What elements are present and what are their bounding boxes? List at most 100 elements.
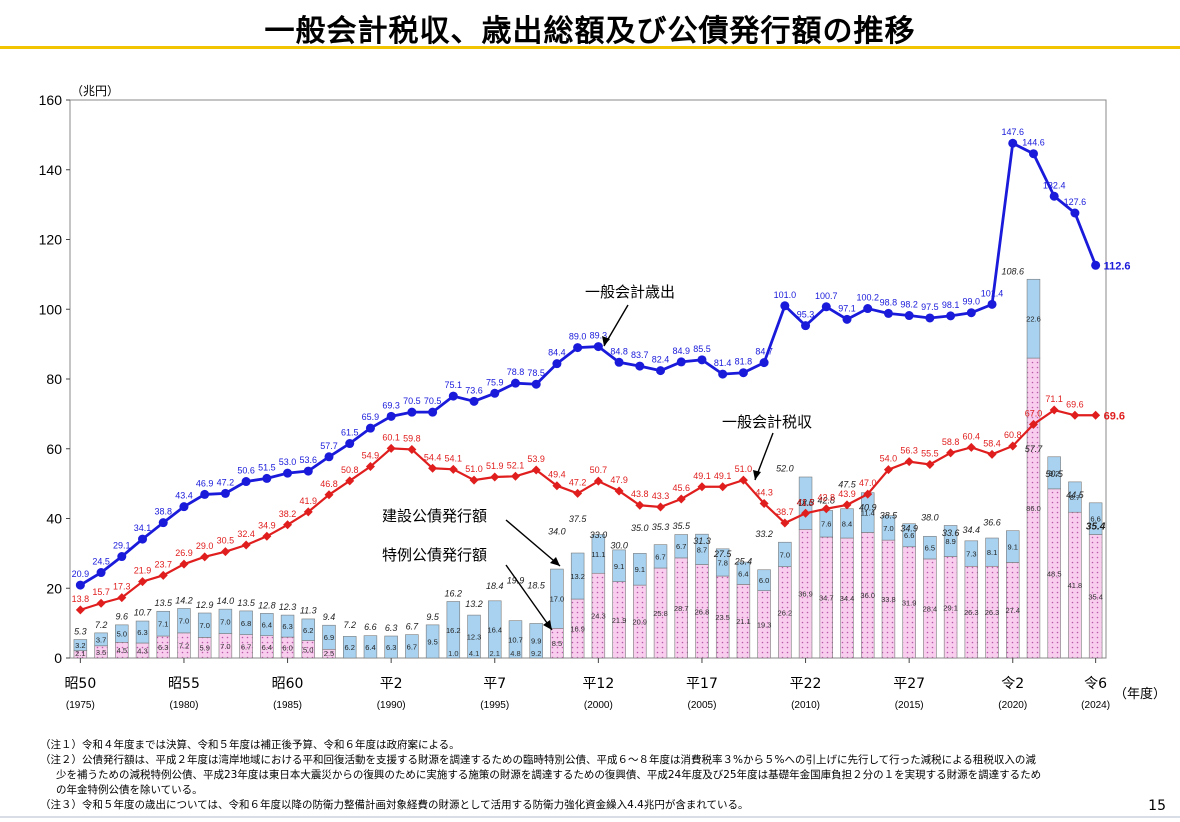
line-expenditure: [79, 141, 1097, 587]
x-tick-label: 昭50: [64, 676, 96, 692]
bar-tokurei-label: 5.9: [199, 644, 209, 653]
point-tax-revenue: [407, 444, 417, 454]
bar-total-label: 33.6: [942, 528, 960, 538]
bar-kensetsu-label: 6.2: [303, 626, 313, 635]
tax-revenue-label: 15.7: [92, 587, 110, 597]
annotation-arrow-special: [505, 564, 553, 631]
bar-kensetsu-label: 7.3: [966, 550, 976, 559]
tax-revenue-label: 51.0: [735, 464, 753, 474]
bar-tokurei-label: 48.5: [1047, 569, 1062, 578]
bar-kensetsu-label: 3.2: [75, 641, 85, 650]
bar-kensetsu: [736, 561, 751, 585]
x-tick-label: 平7: [483, 676, 506, 692]
expenditure-label: 84.4: [548, 348, 566, 358]
point-tax-revenue: [345, 476, 355, 486]
bar-total-label: 12.9: [196, 600, 214, 610]
expenditure-label: 84.8: [610, 346, 628, 356]
bar-tokurei-label: 34.7: [819, 593, 834, 602]
note-2-cont: 少を補うための減税特例公債、平成23年度は東日本大震災からの復興のために実施する…: [56, 769, 1042, 781]
point-tax-revenue: [179, 559, 189, 569]
bar-total-label: 52.0: [776, 464, 794, 474]
bar-kensetsu: [653, 544, 668, 569]
bar-kensetsu: [467, 614, 481, 659]
expenditure-label: 99.0: [963, 297, 981, 307]
tax-revenue-label: 54.9: [362, 451, 380, 461]
x-tick-sublabel: (1990): [377, 700, 406, 711]
y-tick-label: 40: [46, 511, 62, 527]
point-expenditure: [490, 388, 500, 398]
point-tax-revenue: [241, 540, 251, 550]
bar-total-label: 9.6: [116, 612, 129, 622]
tax-revenue-label: 17.3: [113, 582, 131, 592]
point-tax-revenue: [448, 464, 458, 474]
tax-revenue-label: 46.8: [320, 479, 338, 489]
point-tax-revenue: [324, 490, 334, 500]
bar-tokurei-label: 2.5: [324, 649, 334, 658]
point-expenditure: [241, 477, 251, 487]
point-expenditure: [946, 311, 956, 321]
bar-tokurei-label: 41.8: [1068, 581, 1083, 590]
bar-kensetsu: [633, 553, 647, 586]
point-expenditure: [345, 439, 355, 449]
bar-total-label: 14.0: [217, 596, 235, 606]
bar-tokurei-label: 4.5: [117, 646, 127, 655]
point-expenditure: [780, 301, 790, 311]
bar-tokurei-label: 28.7: [674, 604, 689, 613]
bar-kensetsu: [73, 639, 88, 651]
y-tick-label: 140: [39, 162, 63, 178]
bar-tokurei-label: 35.4: [1088, 592, 1103, 601]
point-tax-revenue: [138, 577, 148, 587]
bar-kensetsu-label: 7.6: [821, 520, 831, 529]
tax-revenue-label: 32.4: [237, 529, 255, 539]
annotation-arrowhead-tax: [753, 470, 761, 480]
point-tax-revenue: [925, 459, 935, 469]
point-tax-revenue: [573, 488, 583, 498]
bar-kensetsu: [695, 533, 709, 565]
annotation-special-bonds: 特例公債発行額: [382, 546, 487, 564]
bar-kensetsu-label: 3.7: [96, 635, 106, 644]
bar-tokurei-label: 4.3: [137, 647, 147, 656]
expenditure-label: 100.2: [856, 293, 879, 303]
tax-revenue-label: 21.9: [134, 566, 152, 576]
tax-revenue-label: 44.3: [755, 488, 773, 498]
bar-tokurei-label: 6.7: [241, 642, 251, 651]
x-tick-sublabel: (1975): [66, 700, 95, 711]
point-tax-revenue: [96, 598, 106, 608]
tax-revenue-label: 67.0: [1025, 408, 1043, 418]
annotation-arrowhead-special: [543, 620, 552, 630]
point-tax-revenue: [1049, 405, 1059, 415]
bar-total-label: 19.9: [507, 576, 525, 586]
bar-tokurei-label: 19.3: [757, 620, 772, 629]
bar-kensetsu: [177, 608, 191, 634]
bar-tokurei-label: 7.0: [220, 642, 230, 651]
expenditure-label: 24.5: [92, 557, 110, 567]
bar-total-label: 6.7: [406, 622, 420, 632]
expenditure-label: 84.9: [672, 346, 690, 356]
expenditure-label: 84.7: [755, 347, 773, 357]
x-tick-sublabel: (2015): [895, 700, 924, 711]
bar-kensetsu: [778, 541, 792, 567]
point-expenditure: [925, 313, 935, 323]
bar-kensetsu: [1006, 530, 1020, 563]
bar-kensetsu: [612, 549, 626, 582]
bar-tokurei-label: 26.3: [985, 608, 1000, 617]
point-expenditure: [138, 534, 148, 544]
point-tax-revenue: [386, 443, 396, 453]
bar-kensetsu: [94, 632, 108, 647]
bar-kensetsu: [570, 552, 585, 600]
bar-kensetsu: [301, 618, 316, 641]
bar-tokurei-label: 36.0: [860, 591, 875, 600]
expenditure-label: 81.4: [714, 358, 732, 368]
bar-tokurei-label: 6.3: [158, 643, 168, 652]
tax-revenue-label: 54.4: [424, 452, 442, 462]
tax-revenue-label: 59.8: [403, 433, 421, 443]
bar-kensetsu: [591, 534, 606, 574]
bar-tokurei-label: 26.8: [695, 607, 710, 616]
annotation-arrowhead-construction: [550, 557, 560, 566]
tax-revenue-label: 30.5: [217, 536, 235, 546]
expenditure-label: 83.7: [631, 350, 649, 360]
point-tax-revenue: [759, 499, 769, 509]
bar-total-label: 13.5: [237, 598, 256, 608]
bar-total-label: 35.0: [631, 523, 649, 533]
point-expenditure: [552, 359, 562, 369]
